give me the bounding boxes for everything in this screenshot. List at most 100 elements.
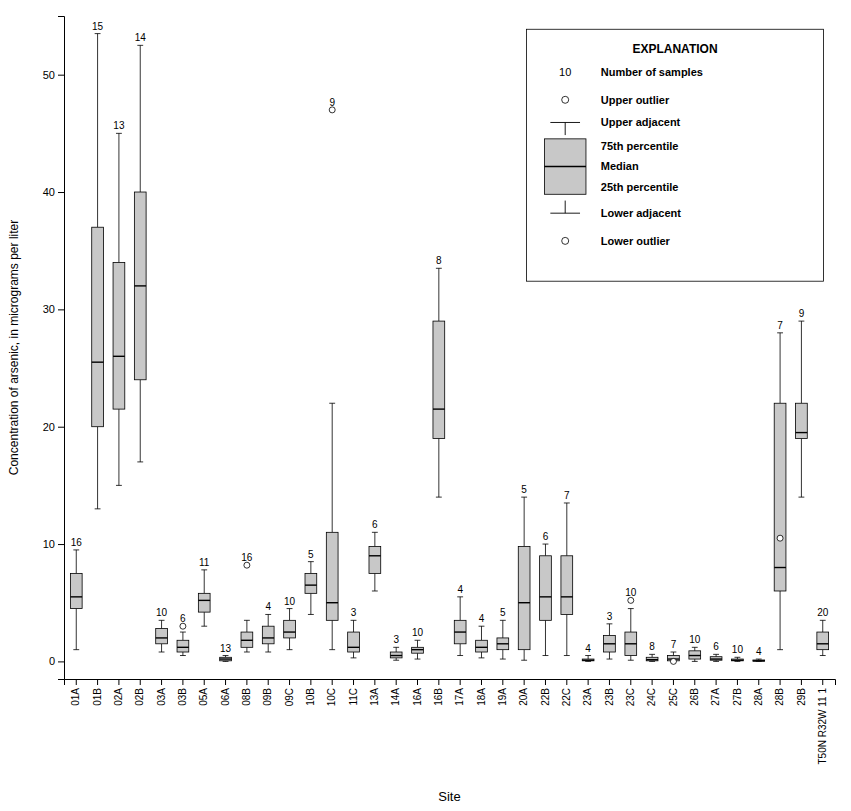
x-tick-label: 09C bbox=[284, 688, 295, 706]
x-tick: 26B bbox=[689, 679, 700, 706]
upper-whisker bbox=[161, 620, 162, 628]
sample-count: 8 bbox=[649, 641, 655, 652]
box-group bbox=[497, 620, 509, 659]
upper-cap bbox=[607, 623, 613, 624]
box bbox=[369, 546, 381, 573]
x-tick-label: 03B bbox=[177, 688, 188, 706]
upper-whisker bbox=[204, 570, 205, 593]
x-tick-label: 28A bbox=[753, 688, 764, 706]
upper-cap bbox=[436, 268, 442, 269]
box-group bbox=[625, 597, 637, 660]
upper-whisker bbox=[353, 620, 354, 632]
x-tick-mark bbox=[481, 679, 482, 685]
sample-count: 9 bbox=[329, 97, 335, 108]
upper-whisker bbox=[438, 268, 439, 321]
x-tick-mark bbox=[524, 679, 525, 685]
lower-whisker bbox=[97, 427, 98, 509]
sample-count: 4 bbox=[585, 643, 591, 654]
x-tick-label: 02A bbox=[113, 688, 124, 706]
lower-cap bbox=[628, 660, 634, 661]
x-tick-label: 03A bbox=[156, 688, 167, 706]
box-group bbox=[70, 550, 82, 650]
upper-cap bbox=[734, 657, 740, 658]
legend-entry: Median bbox=[601, 160, 639, 172]
x-tick-label: 05A bbox=[198, 688, 209, 706]
median bbox=[369, 555, 381, 556]
lower-whisker bbox=[246, 647, 247, 652]
box-group bbox=[561, 503, 573, 656]
legend-symbol bbox=[544, 166, 586, 167]
median bbox=[454, 631, 466, 632]
upper-cap bbox=[308, 561, 314, 562]
lower-cap bbox=[329, 649, 335, 650]
lower-cap bbox=[500, 659, 506, 660]
lower-cap bbox=[564, 655, 570, 656]
lower-whisker bbox=[630, 656, 631, 661]
lower-cap bbox=[95, 508, 101, 509]
x-tick-mark bbox=[673, 679, 674, 685]
x-tick: 09B bbox=[262, 679, 273, 706]
lower-whisker bbox=[268, 644, 269, 652]
x-tick-label: 10C bbox=[326, 688, 337, 706]
median bbox=[518, 602, 530, 603]
chart: 0102030405001A01B02A02B03A03B05A06A08B09… bbox=[0, 0, 851, 811]
lower-cap bbox=[180, 655, 186, 656]
upper-cap bbox=[521, 497, 527, 498]
sample-count: 16 bbox=[71, 537, 83, 548]
upper-whisker bbox=[502, 620, 503, 638]
box-group bbox=[348, 620, 360, 658]
box bbox=[732, 659, 744, 661]
box-group bbox=[540, 544, 552, 655]
lower-whisker bbox=[161, 644, 162, 652]
median bbox=[476, 647, 488, 648]
legend-entry: 25th percentile bbox=[601, 181, 679, 193]
x-tick: 27B bbox=[732, 679, 743, 706]
box-group bbox=[582, 656, 594, 662]
lower-whisker bbox=[204, 612, 205, 626]
lower-whisker bbox=[289, 638, 290, 650]
upper-whisker bbox=[417, 640, 418, 647]
x-tick: 23C bbox=[625, 679, 636, 706]
x-tick: 06A bbox=[220, 679, 231, 706]
box-group bbox=[134, 45, 146, 462]
upper-whisker bbox=[268, 614, 269, 626]
x-tick-label: 01B bbox=[92, 688, 103, 706]
x-tick-label: 18A bbox=[476, 688, 487, 706]
upper-cap bbox=[244, 620, 250, 621]
upper-cap bbox=[393, 647, 399, 648]
x-tick-label: 28B bbox=[774, 688, 785, 706]
upper-whisker bbox=[140, 45, 141, 192]
upper-whisker bbox=[566, 503, 567, 556]
lower-whisker bbox=[801, 438, 802, 497]
box-group bbox=[732, 657, 744, 661]
lower-cap bbox=[244, 652, 250, 653]
x-tick-mark bbox=[822, 679, 823, 685]
x-tick-label: 27B bbox=[732, 688, 743, 706]
x-tick-mark bbox=[609, 679, 610, 685]
upper-whisker bbox=[182, 632, 183, 640]
x-tick-mark bbox=[289, 679, 290, 685]
median bbox=[497, 643, 509, 644]
lower-whisker bbox=[780, 591, 781, 650]
box-group bbox=[241, 562, 253, 652]
legend-entry: 75th percentile bbox=[601, 140, 679, 152]
x-tick-label: 22B bbox=[540, 688, 551, 706]
x-tick-label: 11C bbox=[348, 688, 359, 706]
y-tick-mark bbox=[58, 75, 64, 76]
x-tick-label: 16A bbox=[412, 688, 423, 706]
upper-cap bbox=[649, 654, 655, 655]
x-tick-label: 06A bbox=[220, 688, 231, 706]
box bbox=[390, 652, 402, 658]
x-tick-mark bbox=[588, 679, 589, 685]
upper-whisker bbox=[801, 321, 802, 403]
upper-cap bbox=[692, 647, 698, 648]
x-tick-label: 29B bbox=[796, 688, 807, 706]
upper-whisker bbox=[396, 647, 397, 652]
x-tick-mark bbox=[97, 679, 98, 685]
x-axis-line bbox=[65, 680, 836, 686]
median bbox=[305, 584, 317, 585]
lower-cap bbox=[372, 590, 378, 591]
sample-count: 10 bbox=[284, 596, 296, 607]
median bbox=[134, 285, 146, 286]
box bbox=[348, 632, 360, 652]
